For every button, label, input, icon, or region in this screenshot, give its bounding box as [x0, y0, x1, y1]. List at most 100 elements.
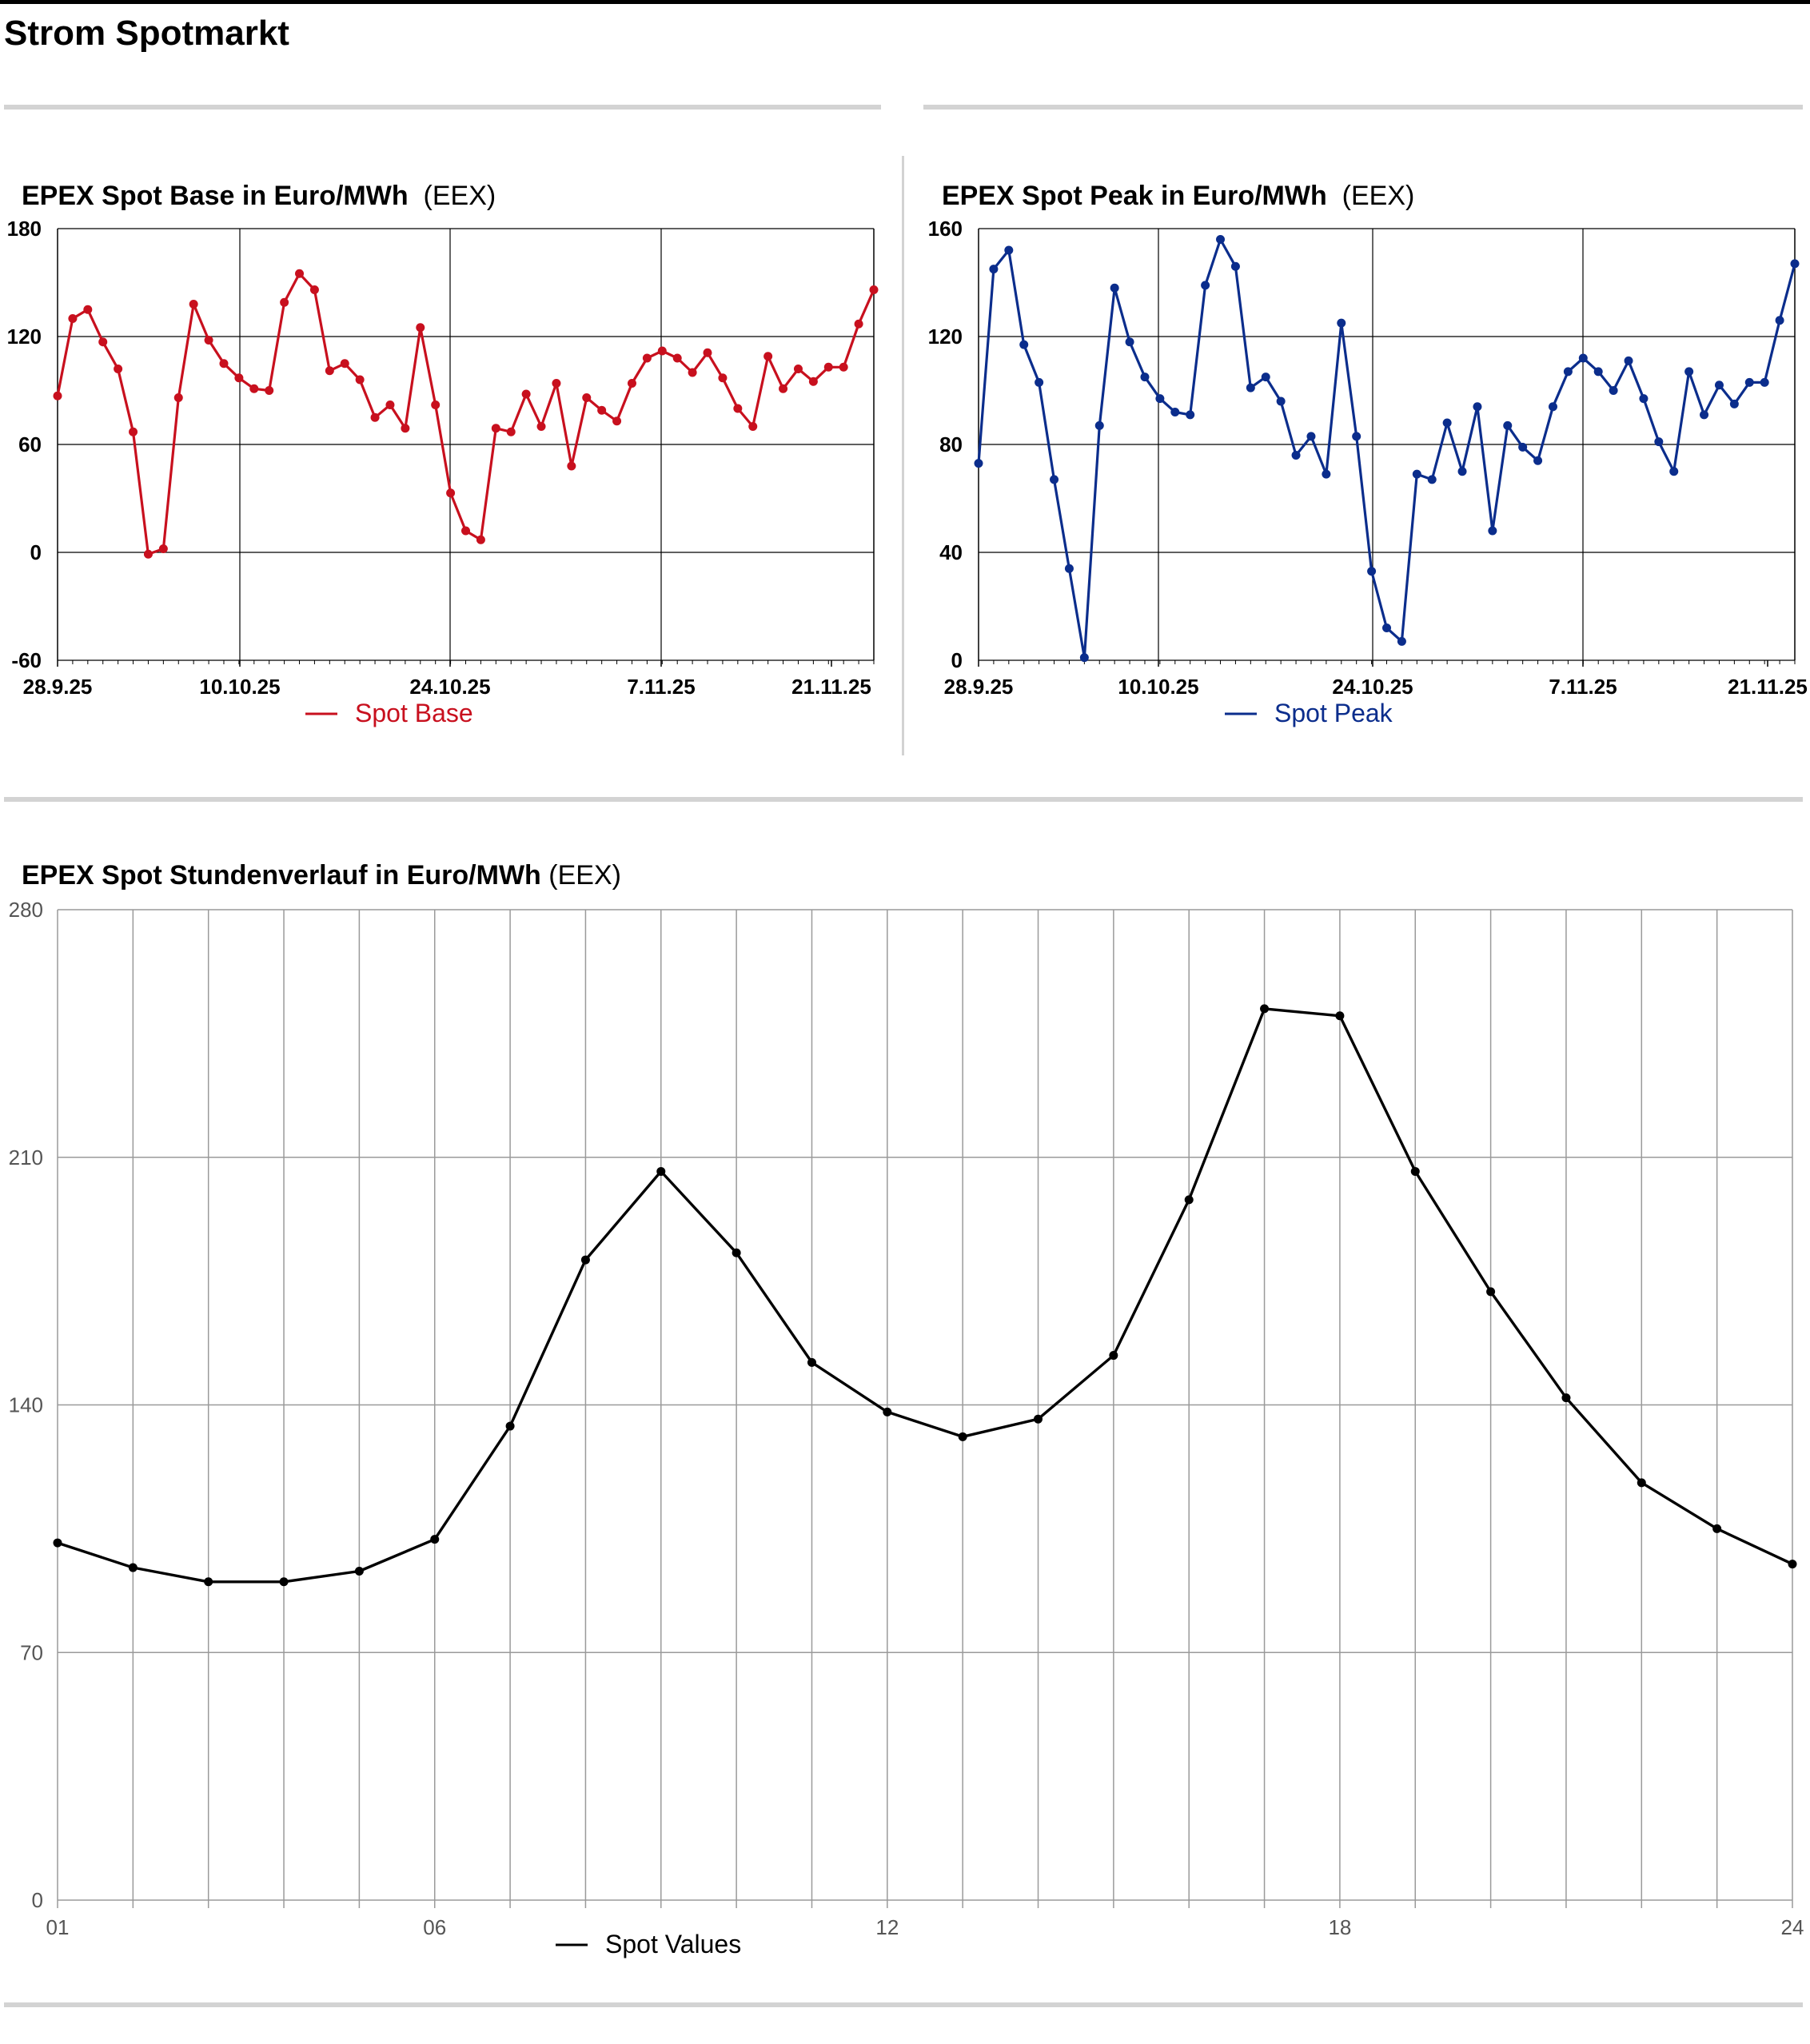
data-point — [234, 373, 244, 383]
data-point — [1410, 1166, 1420, 1176]
data-point — [1533, 456, 1543, 465]
data-point — [461, 526, 470, 536]
data-point — [657, 346, 667, 356]
data-point — [567, 461, 576, 471]
y-tick-label: 180 — [7, 217, 42, 241]
data-point — [1760, 377, 1769, 387]
data-point — [53, 1538, 62, 1548]
data-point — [808, 377, 818, 386]
data-point — [401, 424, 410, 433]
data-point — [1337, 318, 1346, 328]
peak-chart-title-source: (EEX) — [1342, 181, 1415, 211]
data-point — [1442, 418, 1452, 428]
data-point — [1079, 653, 1089, 663]
data-point — [1322, 469, 1331, 479]
data-point — [1335, 1011, 1345, 1021]
data-point — [114, 365, 123, 373]
data-point — [1486, 1287, 1496, 1297]
data-point — [672, 353, 682, 363]
data-point — [1457, 467, 1467, 476]
data-point — [431, 400, 441, 409]
divider-bottom — [4, 2002, 1803, 2007]
legend-label: Spot Base — [355, 699, 473, 727]
data-point — [1712, 1524, 1722, 1533]
data-point — [521, 389, 531, 399]
data-point — [656, 1166, 666, 1176]
data-point — [974, 459, 983, 468]
y-tick-label: 70 — [20, 1640, 43, 1664]
data-point — [1034, 1414, 1043, 1424]
data-point — [1352, 432, 1361, 441]
divider-right — [923, 105, 1803, 110]
x-tick-label: 12 — [875, 1915, 899, 1939]
data-point — [1367, 567, 1377, 576]
data-point — [325, 366, 334, 376]
data-point — [1261, 373, 1270, 382]
data-point — [1260, 1004, 1270, 1014]
data-point — [385, 400, 395, 409]
data-point — [793, 365, 803, 373]
data-point — [627, 379, 636, 388]
data-point — [279, 1577, 289, 1587]
data-point — [1125, 337, 1134, 347]
data-point — [779, 384, 788, 393]
data-point — [839, 362, 848, 372]
data-point — [1397, 636, 1406, 646]
data-point — [1669, 467, 1679, 476]
divider-middle — [4, 797, 1803, 802]
data-point — [280, 297, 289, 307]
data-point — [204, 336, 213, 345]
data-point — [1473, 402, 1482, 412]
hourly-chart-title-source: (EEX) — [548, 860, 621, 891]
data-point — [1140, 373, 1150, 382]
data-point — [1563, 367, 1573, 377]
x-tick-label: 01 — [46, 1915, 70, 1939]
data-point — [1155, 394, 1165, 404]
data-point — [491, 424, 500, 433]
series-line-hourly — [57, 1007, 1793, 1584]
x-tick-label: 24.10.25 — [1332, 675, 1413, 699]
y-tick-label: 280 — [9, 898, 43, 922]
hourly-chart-title-main: EPEX Spot Stundenverlauf in Euro/MWh — [22, 860, 541, 891]
data-point — [430, 1535, 440, 1544]
data-point — [309, 285, 319, 294]
y-tick-label: 60 — [18, 432, 42, 456]
data-point — [1246, 383, 1255, 392]
base-chart-title-main: EPEX Spot Base in Euro/MWh — [22, 181, 409, 211]
data-point — [597, 405, 607, 415]
top-rule — [0, 0, 1810, 4]
data-point — [1276, 396, 1286, 406]
hourly-chart: 280 210 140 70 001 06 12 18 24 Spot Values — [9, 898, 1804, 1958]
data-point — [1094, 420, 1104, 430]
data-point — [1427, 475, 1437, 484]
data-point — [1729, 399, 1739, 408]
data-point — [1230, 261, 1240, 271]
data-point — [354, 1566, 364, 1576]
data-point — [1744, 377, 1754, 387]
data-point — [204, 1577, 213, 1587]
data-point — [189, 300, 198, 309]
data-point — [536, 422, 546, 431]
x-tick-label: 21.11.25 — [791, 675, 871, 699]
data-point — [1639, 394, 1649, 404]
data-point — [68, 314, 78, 323]
data-point — [1110, 283, 1119, 293]
data-point — [370, 412, 380, 422]
data-point — [446, 488, 456, 498]
y-tick-label: -60 — [11, 648, 42, 672]
y-tick-label: 120 — [7, 325, 42, 349]
data-point — [476, 535, 485, 544]
peak-chart-title: EPEX Spot Peak in Euro/MWh (EEX) — [942, 180, 1414, 212]
data-point — [1609, 386, 1618, 395]
data-point — [416, 323, 425, 333]
data-point — [1654, 437, 1664, 447]
data-point — [688, 368, 697, 377]
data-point — [854, 319, 863, 329]
data-point — [265, 386, 274, 395]
data-point — [1503, 420, 1513, 430]
vertical-divider — [902, 156, 904, 755]
data-point — [748, 422, 758, 431]
data-point — [642, 353, 652, 363]
base-chart-title: EPEX Spot Base in Euro/MWh (EEX) — [22, 180, 496, 212]
